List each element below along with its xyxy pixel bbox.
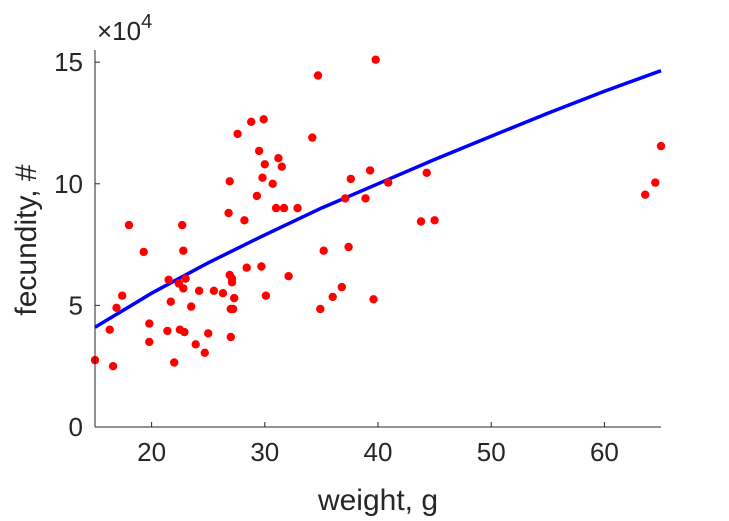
x-tick-label: 20 <box>137 437 166 467</box>
x-tick-label: 30 <box>250 437 279 467</box>
data-point <box>346 174 355 184</box>
data-point <box>651 178 660 187</box>
data-point <box>252 191 262 201</box>
y-exponent-power: 4 <box>141 11 152 33</box>
y-axis-label: fecundity, # <box>10 164 43 316</box>
data-point <box>181 274 190 283</box>
data-point <box>274 154 283 163</box>
x-tick-label: 60 <box>590 437 619 467</box>
x-tick-label: 40 <box>364 437 393 467</box>
data-point <box>204 329 213 338</box>
data-point <box>308 133 317 142</box>
points-layer <box>90 55 666 371</box>
data-point <box>209 286 219 295</box>
data-point <box>384 178 393 187</box>
data-point <box>422 168 431 177</box>
y-tick-label: 0 <box>69 412 83 442</box>
data-point <box>365 166 375 175</box>
data-point <box>257 262 266 271</box>
data-point <box>316 304 325 314</box>
data-point <box>337 282 346 292</box>
data-point <box>656 141 666 151</box>
data-point <box>218 289 228 298</box>
data-point <box>641 190 650 199</box>
data-point <box>242 263 251 272</box>
y-exponent-base: ×10 <box>97 16 141 46</box>
data-point <box>254 146 264 156</box>
fit-curve <box>94 69 662 329</box>
plot-area <box>90 55 666 371</box>
data-point <box>227 278 237 287</box>
data-point <box>164 275 173 284</box>
data-point <box>277 162 286 171</box>
data-point <box>105 325 114 334</box>
data-point <box>430 216 439 225</box>
data-point <box>191 340 200 349</box>
axes: 20 30 40 50 60 0 5 10 15 <box>54 47 661 467</box>
data-point <box>344 242 353 252</box>
data-point <box>361 194 370 203</box>
data-point <box>179 284 188 293</box>
data-point <box>341 194 350 203</box>
data-point <box>180 327 189 337</box>
y-ticks: 0 5 10 15 <box>54 47 100 442</box>
data-point <box>179 246 188 255</box>
y-tick-label: 10 <box>54 169 83 199</box>
y-tick-label: 15 <box>54 47 83 77</box>
data-point <box>261 291 271 300</box>
data-point <box>293 203 302 213</box>
data-point <box>328 292 337 302</box>
data-point <box>284 272 293 281</box>
data-point <box>118 291 127 300</box>
data-point <box>279 203 289 213</box>
data-point <box>226 332 235 342</box>
x-ticks: 20 30 40 50 60 <box>137 422 619 467</box>
data-point <box>194 286 204 295</box>
data-point <box>170 358 179 367</box>
data-point <box>371 55 380 64</box>
data-point <box>145 337 154 347</box>
data-point <box>268 179 277 188</box>
y-exponent-label: ×104 <box>97 11 152 46</box>
data-point <box>139 247 148 257</box>
x-axis-label: weight, g <box>317 484 438 517</box>
data-point <box>233 129 242 139</box>
data-point <box>145 319 154 328</box>
data-point <box>369 295 378 304</box>
data-point <box>163 326 172 336</box>
data-point <box>200 348 209 357</box>
data-point <box>259 115 268 124</box>
data-point <box>228 304 238 314</box>
data-point <box>178 220 187 230</box>
data-point <box>187 302 196 311</box>
data-point <box>225 177 234 186</box>
y-tick-label: 5 <box>69 290 83 320</box>
data-point <box>230 293 239 303</box>
data-point <box>271 203 281 213</box>
data-point <box>247 117 256 127</box>
data-point <box>124 220 134 230</box>
data-point <box>313 71 323 80</box>
data-point <box>416 217 426 226</box>
x-tick-label: 50 <box>477 437 506 467</box>
data-point <box>260 160 269 169</box>
data-point <box>108 362 118 371</box>
data-point <box>319 246 328 255</box>
data-point <box>240 216 249 225</box>
data-point <box>112 303 121 312</box>
data-point <box>224 208 233 218</box>
fit-layer <box>94 69 662 329</box>
data-point <box>258 173 267 182</box>
data-point <box>166 297 175 306</box>
